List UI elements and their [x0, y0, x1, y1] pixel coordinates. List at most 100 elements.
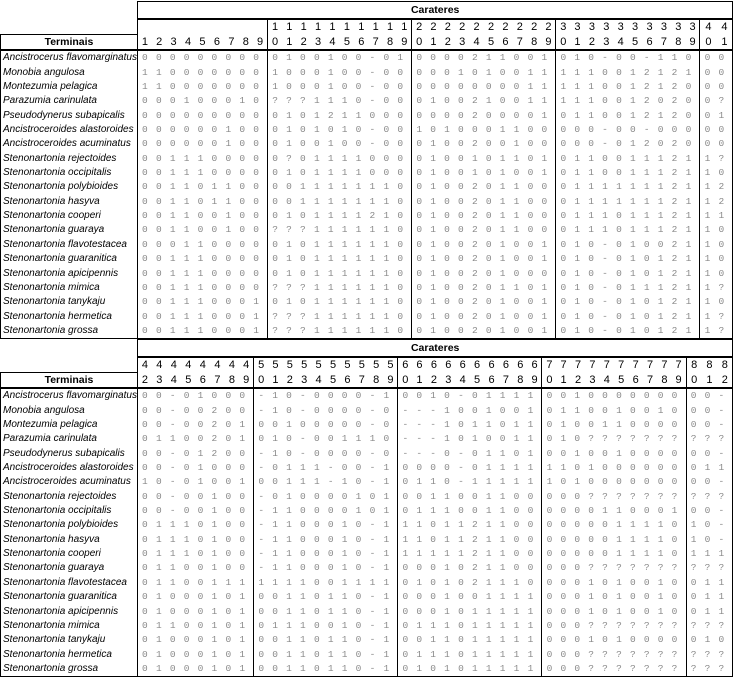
state-group: 10 [704, 238, 733, 250]
taxon-name: Stenonartonia mimica [0, 280, 138, 296]
character-number-tens: 7 [574, 359, 582, 372]
character-number-tens: 1 [329, 21, 336, 34]
state-group: ???1111110 [272, 281, 412, 293]
state-group-cell: 001110001 [136, 309, 268, 324]
character-number-units: 6 [642, 34, 657, 52]
character-number-units: 5 [614, 372, 629, 390]
state-group-cell: 00 [699, 137, 733, 152]
taxon-row: Stenonartonia cooperi 01110100 -1100010-1 1… [0, 546, 733, 562]
state-group-cell: -10-0000-1 [253, 388, 398, 404]
state-group: 0101111110 [272, 238, 412, 250]
state-group: 0100201100 [416, 224, 556, 236]
state-group-cell: ---1001001 [397, 403, 542, 418]
character-number-tens: 5 [387, 359, 394, 372]
character-number-tens: 7 [675, 359, 682, 372]
taxon-row: Stenonartonia guaranitica 001110000 010111… [0, 252, 733, 267]
state-group-cell: 01110100 [136, 518, 254, 533]
state-group-cell: 10 [699, 266, 733, 281]
state-group: 01110100 [142, 533, 254, 545]
state-group: 000??????? [546, 662, 686, 674]
character-number-units: 8 [238, 34, 254, 52]
character-number-units: 4 [166, 372, 182, 390]
state-group: 0001011111 [402, 605, 542, 617]
character-number-tens: 2 [531, 21, 538, 34]
character-number-tens: 2 [444, 21, 451, 34]
state-group: 01000101 [142, 634, 254, 646]
state-group: 0110010010 [546, 404, 686, 416]
character-number-units: 3 [310, 34, 326, 52]
state-group: 110000000 [142, 66, 268, 78]
taxon-name: Ancistroceroides alastoroides [0, 122, 138, 138]
state-group-cell: 01100100 [136, 561, 254, 576]
state-group-cell: 0010010000 [541, 446, 687, 461]
state-group: 0111001100 [402, 505, 542, 517]
state-group: 1010001100 [416, 124, 556, 136]
taxon-name: Ancistroceroides acuminatus [0, 137, 138, 152]
character-number-units: 5 [469, 372, 485, 390]
taxon-row: Stenonartonia mimica 01100101 01110010-1 01… [0, 618, 733, 634]
taxon-name: Stenonartonia hermetica [0, 647, 138, 662]
state-group: 0111111121 [560, 195, 700, 207]
character-number-tens: 4 [214, 359, 221, 372]
state-group: 0101211000 [272, 109, 412, 121]
state-group: 000000000 [142, 52, 268, 64]
state-group: 10 [704, 167, 733, 179]
character-number-tens: 4 [199, 359, 206, 372]
character-number-tens: 1 [286, 21, 293, 34]
state-group-cell: 1110012121 [555, 65, 700, 80]
state-group: 00 [704, 66, 733, 78]
state-group: 00-01000 [142, 390, 254, 402]
character-number-tens [239, 19, 253, 34]
state-group: 010-011121 [560, 281, 700, 293]
units-row: Terminais 2 3 4 5 6 7 8 9 0 1 2 3 4 5 6 7 8 9 0 1 2 3 4 5 6 7 8 9 0 1 2… [0, 371, 733, 390]
state-group-cell: 0101111110 [267, 266, 412, 281]
character-number-tens: 6 [459, 359, 466, 372]
state-group: 000??????? [546, 562, 686, 574]
character-number-units: 4 [455, 372, 470, 390]
character-number-units: 7 [210, 372, 225, 390]
character-number-tens: 1 [343, 21, 350, 34]
state-group-cell: 00- [685, 475, 733, 490]
state-group-cell: 00110110-1 [253, 604, 398, 619]
character-number-tens: 4 [716, 19, 733, 35]
character-number-units: 3 [166, 34, 181, 52]
state-group-cell: 1111001111 [253, 575, 398, 590]
state-group-cell: 10 [699, 237, 733, 252]
taxon-name: Parazumia carinulata [0, 94, 138, 109]
state-group-cell: 1? [699, 151, 733, 166]
character-number-tens: 7 [632, 359, 639, 372]
state-group: 10 [704, 296, 733, 308]
state-group: 00- [690, 390, 733, 402]
state-group-cell: 0111011121 [555, 223, 700, 238]
state-group: 0000200001 [416, 109, 556, 121]
character-number-tens: 3 [588, 21, 595, 34]
character-number-tens: 7 [603, 359, 610, 372]
taxon-name: Ancistrocerus flavomarginatus [0, 50, 138, 66]
character-number-units: 0 [411, 34, 427, 52]
taxon-name: Stenonartonia hasyva [0, 194, 138, 209]
character-number-units: 2 [570, 372, 586, 390]
taxon-row: Stenonartonia tanykaju 01000101 00110110-1… [0, 633, 733, 648]
state-group: 0110011121 [560, 167, 700, 179]
character-number-units: 8 [224, 372, 240, 390]
state-group-cell: 01000101 [136, 661, 254, 677]
taxon-name: Monobia angulosa [0, 403, 138, 418]
state-group-cell: 000??????? [541, 618, 687, 634]
state-group-cell: 01000101 [136, 633, 254, 648]
character-number-units: 6 [354, 34, 369, 52]
state-group: 0100201100 [416, 210, 556, 222]
state-group: 1110012120 [560, 81, 700, 93]
state-group: 000??????? [546, 490, 686, 502]
character-number-tens: 4 [243, 359, 250, 372]
state-group-cell: 0001010010 [541, 590, 687, 605]
state-group-cell: 000000100 [136, 137, 268, 152]
state-group: 00110110-1 [258, 591, 398, 603]
state-group: 01110100 [142, 519, 254, 531]
state-group-cell: 001110000 [136, 252, 268, 267]
character-number-tens: 6 [517, 359, 524, 372]
state-group-cell: 1? [699, 309, 733, 324]
state-group-cell: 10-01001 [136, 475, 254, 490]
character-number-tens: 7 [589, 359, 596, 372]
state-group: 000000000 [142, 109, 268, 121]
state-group: 1111121100 [402, 548, 542, 560]
